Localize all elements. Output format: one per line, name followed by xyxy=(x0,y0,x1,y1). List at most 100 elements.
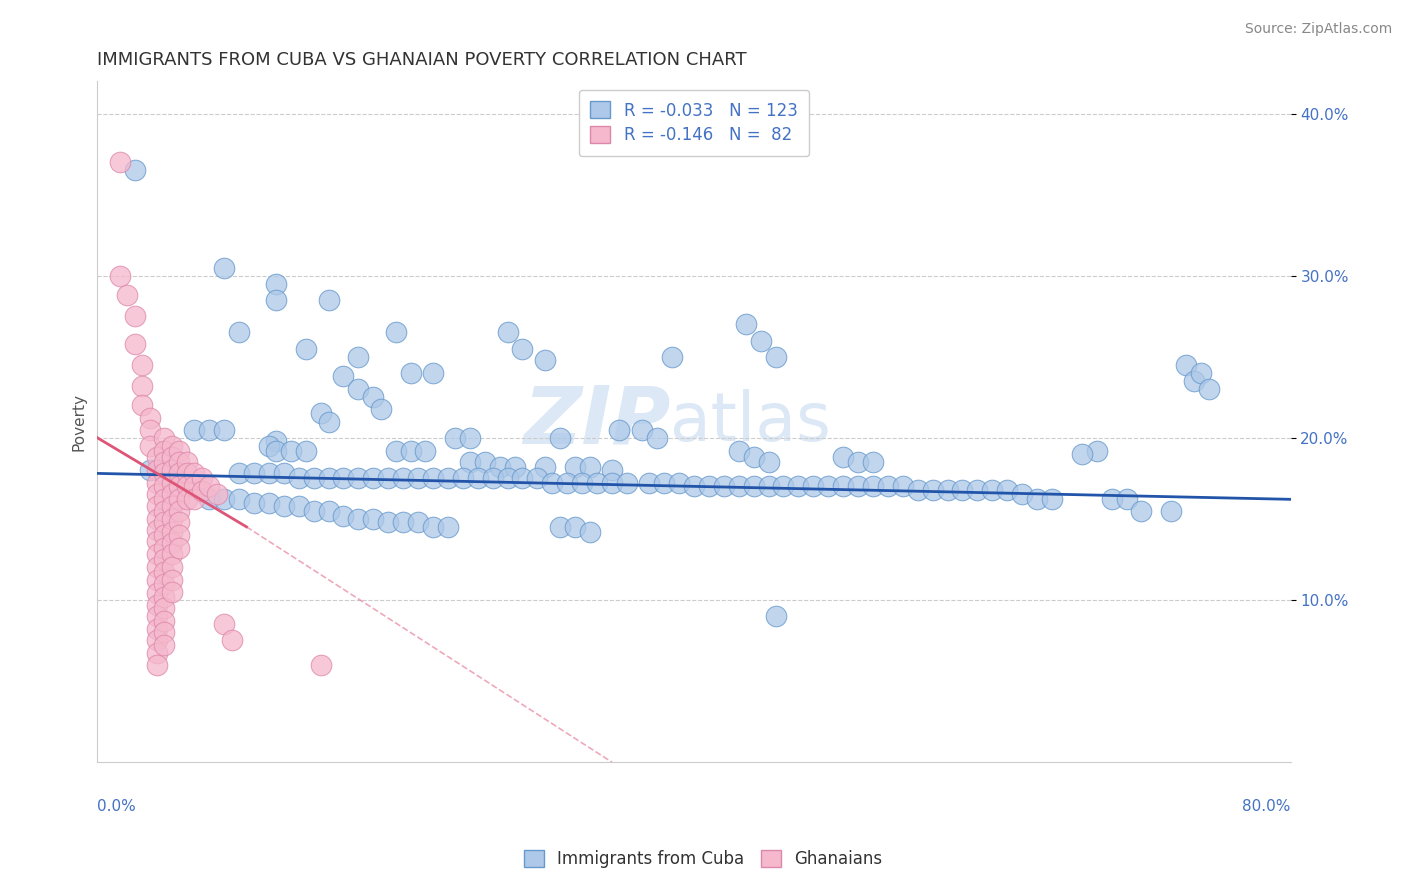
Point xyxy=(533,459,555,474)
Point xyxy=(146,512,169,526)
Point xyxy=(1175,358,1198,372)
Point xyxy=(153,614,176,628)
Point xyxy=(146,487,169,501)
Point xyxy=(422,520,444,534)
Point xyxy=(318,293,340,307)
Point xyxy=(503,459,526,474)
Point xyxy=(936,483,959,497)
Point xyxy=(108,155,131,169)
Point xyxy=(361,471,384,485)
Point xyxy=(153,541,176,555)
Point xyxy=(332,508,354,523)
Point xyxy=(399,443,422,458)
Point xyxy=(638,476,661,491)
Point xyxy=(876,479,898,493)
Point xyxy=(160,463,183,477)
Point xyxy=(198,423,221,437)
Text: 80.0%: 80.0% xyxy=(1243,799,1291,814)
Point xyxy=(266,434,288,448)
Point xyxy=(384,443,406,458)
Point xyxy=(332,369,354,384)
Point xyxy=(153,576,176,591)
Point xyxy=(787,479,810,493)
Point xyxy=(176,467,198,481)
Point xyxy=(198,479,221,493)
Point xyxy=(966,483,988,497)
Point xyxy=(758,479,780,493)
Point xyxy=(713,479,735,493)
Point xyxy=(526,471,548,485)
Point xyxy=(496,326,519,340)
Point xyxy=(586,476,609,491)
Point xyxy=(302,504,325,518)
Point xyxy=(458,455,481,469)
Point xyxy=(108,268,131,283)
Text: Source: ZipAtlas.com: Source: ZipAtlas.com xyxy=(1244,22,1392,37)
Point xyxy=(555,476,578,491)
Point xyxy=(1182,374,1205,388)
Point xyxy=(437,520,460,534)
Point xyxy=(183,492,205,507)
Point xyxy=(221,633,243,648)
Point xyxy=(921,483,943,497)
Point xyxy=(295,342,318,356)
Point xyxy=(318,504,340,518)
Point xyxy=(735,318,758,332)
Point xyxy=(153,625,176,640)
Point xyxy=(146,609,169,624)
Point xyxy=(153,455,176,469)
Point xyxy=(1189,366,1212,380)
Point xyxy=(146,523,169,537)
Point xyxy=(683,479,706,493)
Point xyxy=(630,423,652,437)
Point xyxy=(481,471,503,485)
Point xyxy=(153,467,176,481)
Point xyxy=(160,450,183,465)
Point xyxy=(124,310,146,324)
Point xyxy=(444,431,467,445)
Point xyxy=(995,483,1018,497)
Point xyxy=(832,479,855,493)
Point xyxy=(228,326,250,340)
Point xyxy=(458,431,481,445)
Point xyxy=(832,450,855,465)
Point xyxy=(169,455,191,469)
Point xyxy=(415,443,437,458)
Point xyxy=(115,288,138,302)
Point xyxy=(146,450,169,465)
Point xyxy=(169,467,191,481)
Point xyxy=(190,471,212,485)
Point xyxy=(138,439,160,453)
Point xyxy=(243,467,266,481)
Point xyxy=(169,515,191,529)
Point xyxy=(160,584,183,599)
Legend: R = -0.033   N = 123, R = -0.146   N =  82: R = -0.033 N = 123, R = -0.146 N = 82 xyxy=(579,90,810,156)
Point xyxy=(257,495,280,509)
Point xyxy=(1011,487,1033,501)
Point xyxy=(160,574,183,588)
Point xyxy=(668,476,690,491)
Point xyxy=(160,536,183,550)
Point xyxy=(146,548,169,562)
Point xyxy=(862,479,884,493)
Point xyxy=(727,443,749,458)
Point xyxy=(496,471,519,485)
Point xyxy=(451,471,474,485)
Point xyxy=(160,512,183,526)
Point xyxy=(257,467,280,481)
Point xyxy=(1040,492,1063,507)
Point xyxy=(309,407,332,421)
Point xyxy=(437,471,460,485)
Point xyxy=(332,471,354,485)
Point xyxy=(160,524,183,539)
Point xyxy=(361,390,384,404)
Point xyxy=(183,479,205,493)
Point xyxy=(742,479,765,493)
Point xyxy=(146,476,169,491)
Point xyxy=(578,459,600,474)
Point xyxy=(406,471,429,485)
Point xyxy=(228,467,250,481)
Point xyxy=(512,342,534,356)
Point xyxy=(571,476,593,491)
Point xyxy=(169,467,191,481)
